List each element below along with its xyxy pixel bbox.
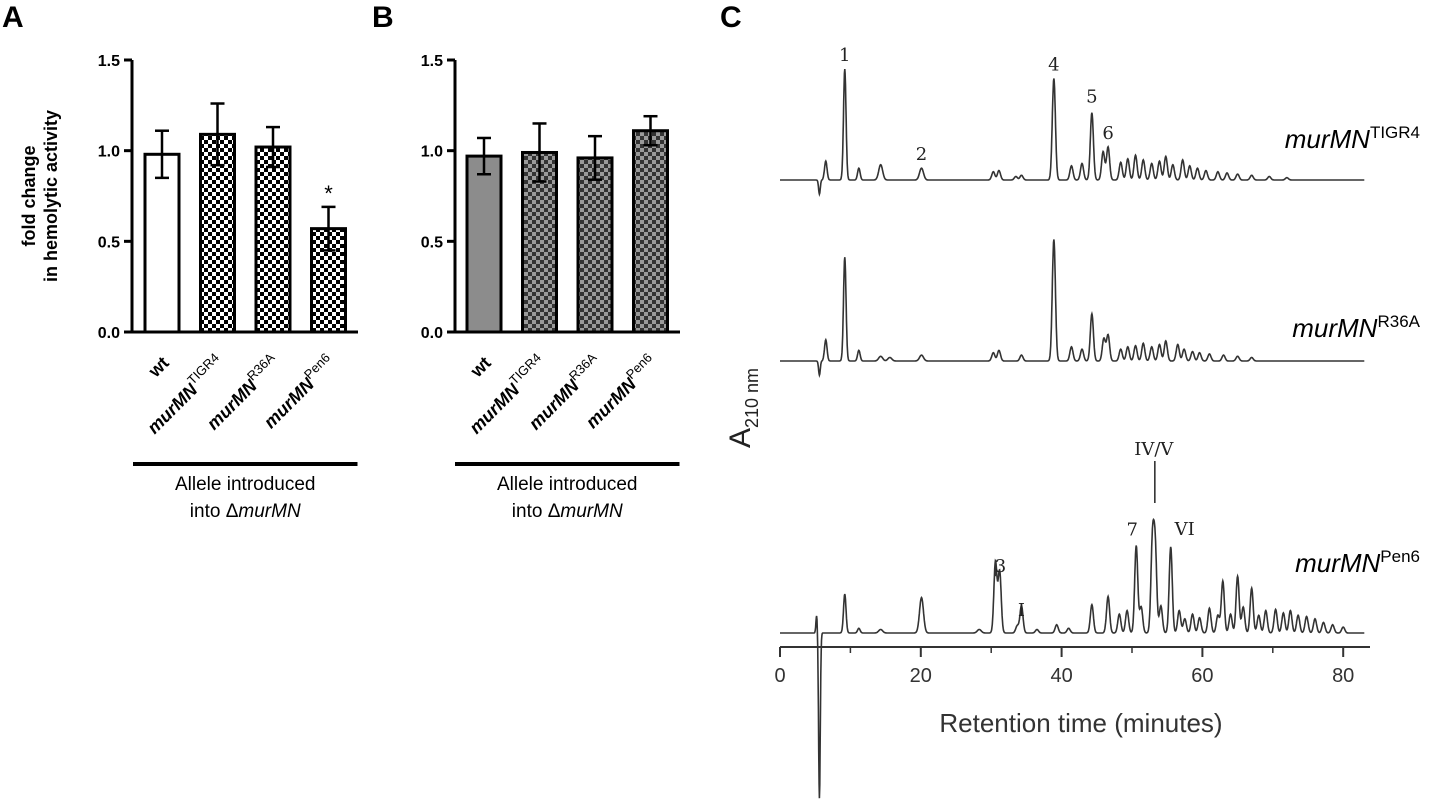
category-label: wt <box>144 353 173 382</box>
chromatogram-trace <box>780 239 1365 379</box>
x-tick-label: 0 <box>774 665 785 687</box>
peak-label: 2 <box>916 144 927 165</box>
trace-label: murMNR36A <box>1292 312 1420 343</box>
panel-a-ylabel-line2: in hemolytic activity <box>41 110 61 282</box>
category-label: wt <box>466 353 495 382</box>
x-tick-label: 20 <box>910 665 932 687</box>
y-tick-label: 0.0 <box>421 325 443 342</box>
y-tick-label: 1.0 <box>98 144 120 161</box>
group-label-line2: into ΔmurMN <box>512 501 623 522</box>
peak-label: 5 <box>1086 87 1097 108</box>
bar <box>576 156 614 334</box>
x-tick-label: 60 <box>1191 665 1213 687</box>
panel-c-ylabel-sub: 210 nm <box>742 368 762 428</box>
panel-letter-b: B <box>372 1 394 34</box>
panel-b-bar-chart: 0.00.51.01.5wtmurMNTIGR4murMNR36AmurMNPe… <box>421 53 680 522</box>
peak-label: VI <box>1174 519 1195 540</box>
panel-letter-c: C <box>720 1 742 34</box>
bar <box>254 145 292 334</box>
peak-label: 1 <box>839 45 850 66</box>
peak-label: IV/V <box>1134 439 1174 460</box>
peak-label: 3 <box>995 556 1006 577</box>
trace-label: murMNPen6 <box>1295 547 1420 578</box>
group-label-line2: into ΔmurMN <box>190 501 301 522</box>
y-tick-label: 1.0 <box>421 144 443 161</box>
panel-c-chromatogram: Retention time (minutes) A210 nm 0 20 40 60… <box>724 45 1421 799</box>
panel-c-ylabel-main: A <box>724 428 757 448</box>
bar <box>465 154 503 334</box>
y-tick-label: 0.0 <box>98 325 120 342</box>
bar <box>143 152 181 334</box>
peak-label: I <box>1018 600 1025 621</box>
group-label-line1: Allele introduced <box>497 474 637 495</box>
chromatogram-trace <box>780 518 1365 799</box>
y-tick-label: 0.5 <box>98 234 120 251</box>
x-tick-label: 80 <box>1332 665 1354 687</box>
panel-c-xlabel: Retention time (minutes) <box>939 708 1222 738</box>
peak-label: 4 <box>1048 55 1059 76</box>
trace-label: murMNTIGR4 <box>1285 123 1420 154</box>
peak-label: 7 <box>1126 520 1137 541</box>
bar <box>632 129 669 334</box>
x-tick-label: 40 <box>1050 665 1072 687</box>
panel-c-ylabel: A210 nm <box>724 368 762 448</box>
panel-letter-a: A <box>2 1 24 34</box>
chromatogram-trace <box>780 69 1365 198</box>
group-label-line1: Allele introduced <box>175 474 315 495</box>
peak-label: 6 <box>1102 123 1113 144</box>
y-tick-label: 1.5 <box>98 53 120 70</box>
y-tick-label: 0.5 <box>421 234 443 251</box>
significance-star: * <box>324 181 333 206</box>
panel-a-ylabel-line1: fold change <box>19 145 39 246</box>
y-tick-label: 1.5 <box>421 53 443 70</box>
panel-a-bar-chart: fold change in hemolytic activity 0.0 0.5… <box>19 53 358 522</box>
